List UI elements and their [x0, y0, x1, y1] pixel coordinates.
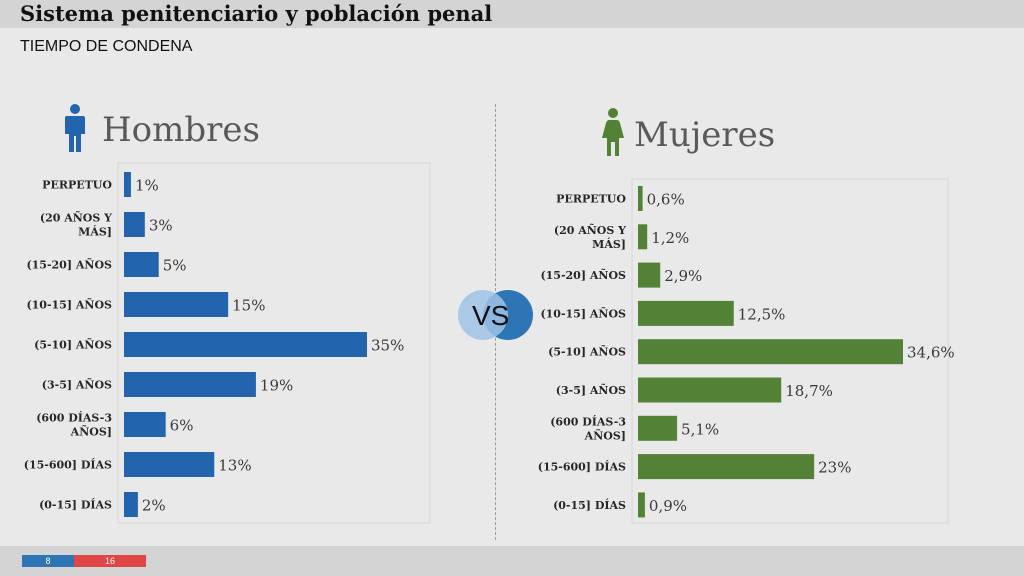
mujeres-data-label: 2,9% — [664, 267, 702, 285]
mujeres-bar — [638, 186, 643, 211]
mujeres-category-label: PERPETUO — [556, 193, 626, 206]
mujeres-data-label: 34,6% — [907, 344, 955, 362]
hombres-data-label: 19% — [260, 377, 293, 395]
mujeres-category-label: (5-10] AÑOS — [548, 345, 626, 359]
mujeres-data-label: 12,5% — [738, 305, 786, 323]
page-subtitle: TIEMPO DE CONDENA — [20, 38, 193, 55]
mujeres-plot-area — [631, 178, 949, 524]
hombres-bar — [124, 372, 256, 397]
hombres-data-label: 35% — [371, 337, 404, 355]
hombres-category-label: (10-15] AÑOS — [26, 298, 112, 312]
mujeres-bar-chart: 0,6% PERPETUO 1,2% (20 AÑOS Y MÁS] 2,9% (15-20… — [538, 178, 955, 524]
hombres-data-label: 3% — [149, 217, 173, 235]
hombres-data-label: 13% — [218, 457, 251, 475]
hombres-category-label: (15-600] DÍAS — [24, 458, 112, 472]
hombres-bar — [124, 252, 159, 277]
page-title: Sistema penitenciario y población penal — [20, 1, 493, 26]
mujeres-data-label: 0,6% — [647, 191, 685, 209]
hombres-data-label: 1% — [135, 177, 159, 195]
hombres-heading: Hombres — [102, 110, 260, 150]
mujeres-bar — [638, 224, 648, 250]
hombres-category-label: (20 AÑOS Y MÁS] — [40, 211, 112, 239]
hombres-category-label: (5-10] AÑOS — [34, 338, 112, 352]
mujeres-category-label: (600 DÍAS-3 AÑOS] — [550, 414, 626, 442]
mujeres-category-label: (10-15] AÑOS — [540, 306, 626, 320]
hombres-bar — [124, 292, 229, 317]
woman-icon — [602, 108, 624, 156]
hombres-category-label: (3-5] AÑOS — [42, 378, 112, 392]
mujeres-bar — [638, 339, 903, 365]
hombres-category-label: (0-15] DÍAS — [39, 498, 112, 512]
mujeres-bar — [638, 262, 661, 288]
mujeres-bar — [638, 492, 645, 518]
hombres-bar — [124, 172, 131, 197]
vs-label: VS — [472, 300, 510, 331]
hombres-bar — [124, 212, 145, 237]
hombres-data-label: 2% — [142, 497, 166, 515]
mujeres-bar — [638, 415, 678, 441]
title-bar — [0, 0, 1024, 28]
hombres-bar-chart: 1% PERPETUO 3% (20 AÑOS Y MÁS] 5% (15-20] AÑOS… — [24, 162, 431, 524]
mujeres-data-label: 23% — [818, 459, 851, 477]
hombres-bar — [124, 452, 215, 477]
mujeres-category-label: (0-15] DÍAS — [553, 498, 626, 512]
footer-bar — [0, 546, 1024, 576]
mujeres-heading: Mujeres — [634, 115, 776, 155]
hombres-bar — [124, 412, 166, 437]
hombres-category-label: (15-20] AÑOS — [26, 258, 112, 272]
page-number-current: 8 — [22, 555, 74, 567]
mujeres-category-label: (3-5] AÑOS — [556, 383, 626, 397]
mujeres-data-label: 5,1% — [681, 420, 719, 438]
hombres-data-label: 15% — [232, 297, 265, 315]
mujeres-bar — [638, 300, 734, 326]
hombres-plot-area — [117, 162, 431, 524]
hombres-bar — [124, 492, 138, 517]
mujeres-bar — [638, 377, 782, 403]
hombres-bar — [124, 332, 367, 357]
hombres-data-label: 5% — [163, 257, 187, 275]
hombres-data-label: 6% — [170, 417, 194, 435]
page-number-total: 16 — [74, 555, 146, 567]
mujeres-category-label: (15-20] AÑOS — [540, 268, 626, 282]
mujeres-data-label: 0,9% — [649, 497, 687, 515]
mujeres-category-label: (20 AÑOS Y MÁS] — [554, 223, 626, 251]
mujeres-data-label: 1,2% — [651, 229, 689, 247]
mujeres-bar — [638, 454, 815, 480]
vs-badge: VS — [458, 290, 533, 342]
hombres-category-label: (600 DÍAS-3 AÑOS] — [36, 411, 112, 439]
man-icon — [65, 104, 85, 152]
mujeres-category-label: (15-600] DÍAS — [538, 460, 626, 474]
mujeres-data-label: 18,7% — [785, 382, 833, 400]
hombres-category-label: PERPETUO — [42, 179, 112, 192]
